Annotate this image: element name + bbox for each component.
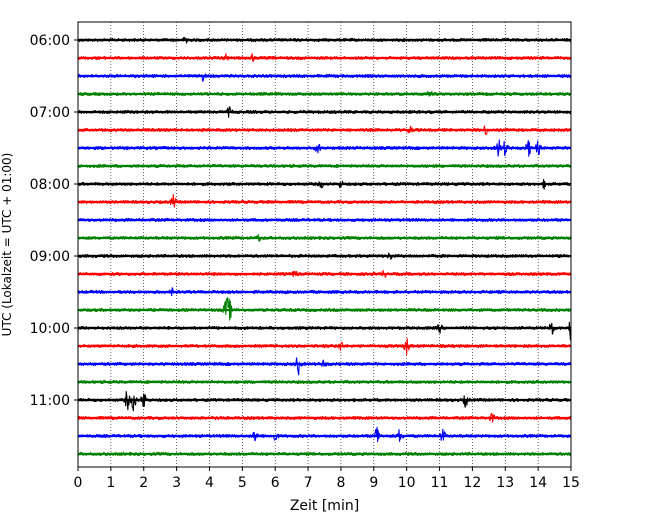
y-tick-label: 10:00	[30, 321, 70, 337]
x-tick-label: 4	[205, 475, 214, 491]
x-tick-label: 3	[172, 475, 181, 491]
x-tick-label: 5	[238, 475, 247, 491]
x-tick-label: 12	[463, 475, 481, 491]
trace-10-00	[77, 321, 572, 341]
x-tick-label: 14	[529, 475, 547, 491]
x-ticks: 0 1 2 3 4 5 6 7 8 9 10 11 12 13 14 15	[74, 467, 580, 491]
x-tick-label: 15	[562, 475, 580, 491]
x-tick-label: 9	[369, 475, 378, 491]
x-tick-label: 0	[74, 475, 83, 491]
trace-10-30	[77, 357, 572, 376]
x-tick-label: 2	[139, 475, 148, 491]
x-tick-label: 6	[271, 475, 280, 491]
y-tick-label: 07:00	[30, 105, 70, 121]
y-tick-label: 08:00	[30, 177, 70, 193]
trace-group	[77, 36, 572, 457]
plot-frame	[77, 21, 572, 468]
x-tick-label: 10	[398, 475, 416, 491]
x-tick-label: 1	[106, 475, 115, 491]
y-ticks: 06:00 07:00 08:00 09:00 10:00 11:00	[30, 33, 78, 409]
x-tick-label: 8	[336, 475, 345, 491]
x-tick-label: 7	[304, 475, 313, 491]
y-tick-label: 06:00	[30, 33, 70, 49]
trace-11-30	[77, 426, 572, 443]
trace-11-00	[77, 391, 572, 412]
trace-08-15	[77, 194, 572, 208]
x-tick-label: 11	[431, 475, 449, 491]
x-tick-label: 13	[496, 475, 514, 491]
y-tick-label: 09:00	[30, 249, 70, 265]
y-axis-label: UTC (Lokalzeit = UTC + 01:00)	[0, 153, 14, 337]
y-tick-label: 11:00	[30, 393, 70, 409]
x-axis-label: Zeit [min]	[290, 498, 359, 514]
